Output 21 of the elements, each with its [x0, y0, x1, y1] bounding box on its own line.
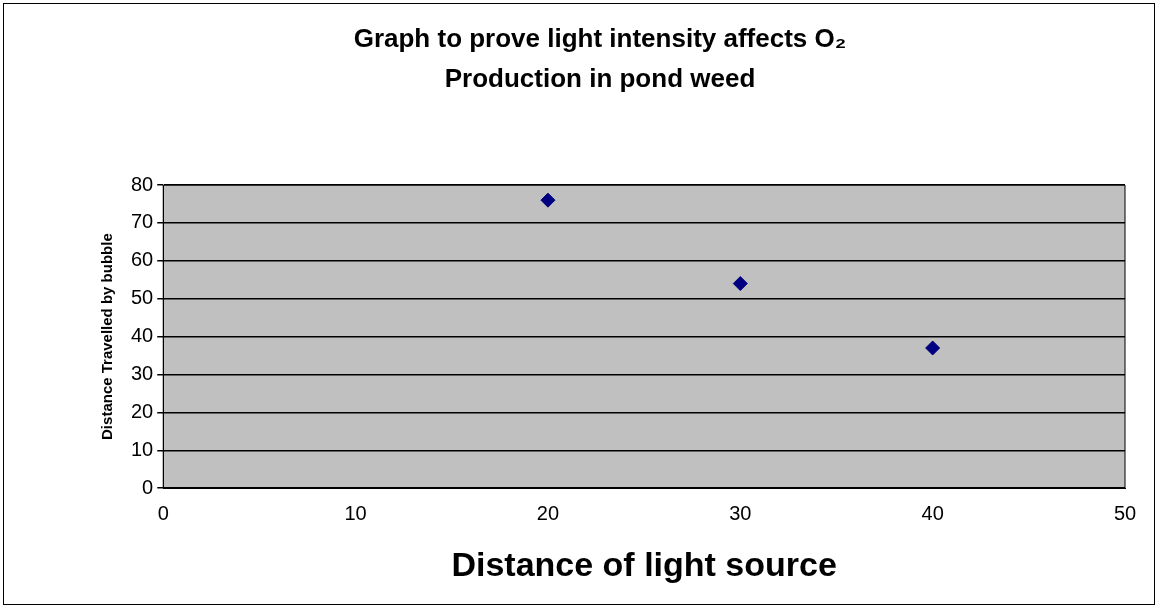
- x-tick-label: 50: [1113, 501, 1137, 524]
- y-tick-label: 70: [131, 210, 154, 233]
- x-tick-label: 20: [536, 501, 560, 524]
- y-tick-label: 30: [131, 362, 154, 385]
- x-tick-label: 10: [344, 501, 367, 524]
- x-tick-label: 40: [921, 501, 944, 524]
- x-tick-label: 0: [157, 501, 169, 524]
- y-tick-label: 10: [131, 437, 154, 460]
- x-axis-title: Distance of light source: [451, 544, 837, 583]
- y-axis-title: Distance Travelled by bubble: [98, 233, 116, 440]
- chart-title: Graph to prove light intensity affects O₂ Production in pond weed: [352, 22, 848, 95]
- y-tick-label: 0: [142, 475, 154, 498]
- y-tick-label: 80: [131, 172, 154, 195]
- y-tick-label: 20: [131, 399, 154, 422]
- y-tick-label: 50: [131, 286, 154, 309]
- point: [925, 340, 941, 356]
- y-tick-label: 60: [131, 248, 154, 271]
- point: [732, 276, 748, 292]
- y-tick-label: 40: [131, 324, 154, 347]
- point: [540, 192, 556, 208]
- x-tick-label: 30: [729, 501, 752, 524]
